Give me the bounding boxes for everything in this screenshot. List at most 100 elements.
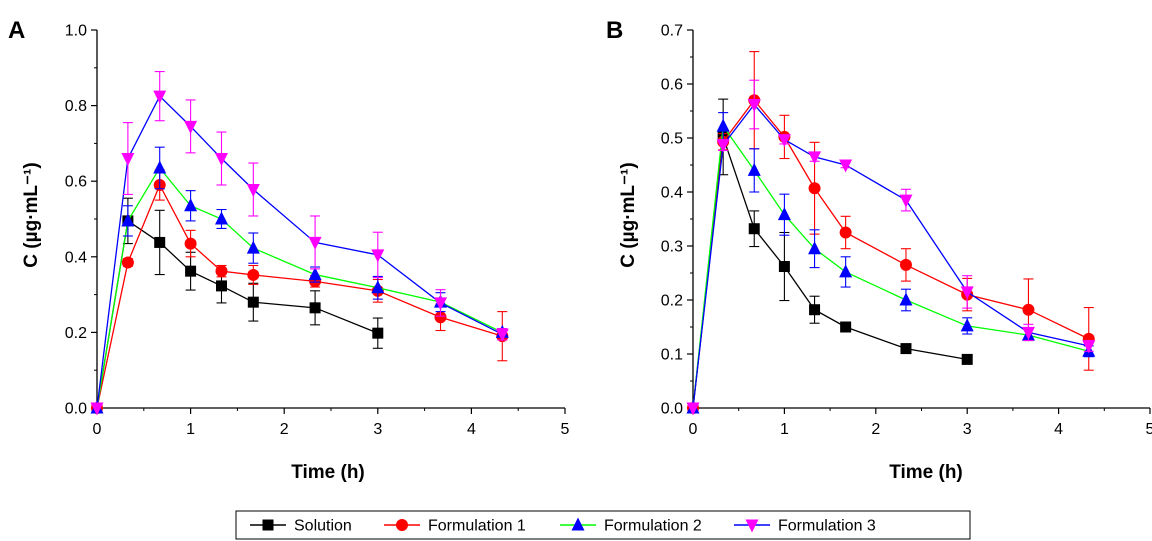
panel-a-x-tick-label: 1 <box>186 421 195 438</box>
panel-a-data-point <box>246 240 260 254</box>
panel-b-data-point <box>809 304 821 316</box>
panel-b-data-point <box>1021 326 1035 340</box>
panel-b-data-point <box>960 318 974 332</box>
panel-a-data-point <box>434 311 447 324</box>
panel-b-series-line <box>692 136 968 409</box>
legend-marker-2 <box>396 519 408 531</box>
panel-a-x-tick-label: 3 <box>373 421 382 438</box>
panel-b-label: B <box>606 17 623 44</box>
panel-b-data-point <box>899 292 913 306</box>
panel-a-y-tick-label: 1.0 <box>65 23 87 40</box>
panel-b-data-point <box>961 353 973 365</box>
panel-a-y-tick-label: 0.0 <box>65 401 87 418</box>
panel-a-data-point <box>153 160 167 174</box>
panel-a-y-tick-label: 0.6 <box>65 174 87 191</box>
panel-a-data-point <box>184 198 198 212</box>
panel-b-data-point <box>899 194 913 208</box>
panel-b-x-tick-label: 3 <box>963 421 972 438</box>
panel-a-data-point <box>215 265 228 278</box>
panel-b-x-tick-label: 5 <box>1146 421 1152 438</box>
panel-b-data-point <box>686 402 700 416</box>
panel-b-x-tick-label: 2 <box>871 421 880 438</box>
legend-marker-1 <box>262 519 274 531</box>
panel-a-x-axis-title: Time (h) <box>291 462 365 483</box>
panel-a-data-point <box>434 297 448 311</box>
panel-b-series-2 <box>687 51 1095 414</box>
panel-b-data-point <box>1022 303 1035 316</box>
panel-a-series-line <box>96 183 503 409</box>
panel-b-data-point <box>748 223 760 235</box>
panel-a-x-tick-label: 4 <box>467 421 476 438</box>
panel-b-y-tick-label: 0.3 <box>661 239 683 256</box>
panel-a-data-point <box>90 402 104 416</box>
panel-a-data-point <box>495 328 509 342</box>
panel-a-data-point <box>153 90 167 104</box>
panel-b-x-tick-label: 0 <box>689 421 698 438</box>
panel-a-data-point <box>247 296 259 308</box>
panel-b-data-point <box>778 261 790 273</box>
panel-b-data-point <box>808 151 822 165</box>
panel-b-series-line <box>692 124 1089 409</box>
panel-a-data-point <box>246 184 260 198</box>
panel-b-y-tick-label: 0.4 <box>661 185 683 202</box>
panel-a-data-point <box>154 236 166 248</box>
panel-a-data-point <box>309 302 321 314</box>
panel-b-series-1 <box>687 98 973 414</box>
legend-label-4: Formulation 3 <box>778 518 876 535</box>
panel-b-data-point <box>777 207 791 221</box>
panel-a-data-point <box>184 237 197 250</box>
panel-a-label: A <box>8 17 25 44</box>
panel-b-y-tick-label: 0.5 <box>661 131 683 148</box>
panel-a-data-point <box>371 249 385 263</box>
panel-a-series-line <box>96 219 379 409</box>
panel-b-data-point <box>839 264 853 278</box>
panel-a-series-line <box>96 95 503 409</box>
panel-b-data-point <box>1082 340 1096 354</box>
legend-label-1: Solution <box>294 518 352 535</box>
panel-a-data-point <box>184 120 198 134</box>
panel-a-series-4 <box>90 71 509 416</box>
legend-box <box>235 510 971 540</box>
panel-a-y-tick-label: 0.4 <box>65 249 87 266</box>
panel-a-data-point <box>185 265 197 277</box>
panel-a-x-tick-label: 0 <box>93 421 102 438</box>
panel-b-x-tick-label: 4 <box>1054 421 1063 438</box>
panel-a-x-tick-label: 5 <box>561 421 570 438</box>
panel-b-data-point <box>899 258 912 271</box>
panel-a-data-point <box>121 256 134 269</box>
panel-b-chart: B Time (h) C (µg·mL⁻¹) 0 1 2 3 4 5 0.0 0.1 0.2 0.… <box>606 17 1152 483</box>
panel-a-data-point <box>308 267 322 281</box>
panel-b-x-tick-label: 1 <box>780 421 789 438</box>
panel-a-y-tick-label: 0.2 <box>65 325 87 342</box>
panel-b-data-point <box>839 226 852 239</box>
panel-a-y-tick-label: 0.8 <box>65 98 87 115</box>
panel-b-y-tick-label: 0.6 <box>661 77 683 94</box>
panel-b-y-tick-label: 0.7 <box>661 23 683 40</box>
panel-a-series-1 <box>91 197 384 414</box>
panel-a-series-line <box>96 166 503 409</box>
panel-a-data-point <box>372 327 384 339</box>
panel-a-data-point <box>214 153 228 167</box>
panel-a-data-point <box>121 213 135 227</box>
panel-b-y-tick-label: 0.0 <box>661 401 683 418</box>
panel-b-y-axis-title: C (µg·mL⁻¹) <box>618 162 639 267</box>
panel-b-y-tick-label: 0.2 <box>661 293 683 310</box>
panel-a-x-tick-label: 2 <box>280 421 289 438</box>
panel-b-data-point <box>808 241 822 255</box>
panel-a-data-point <box>214 211 228 225</box>
legend: Solution Formulation 1 Formulation 2 Formul… <box>235 510 971 540</box>
legend-marker-4 <box>745 519 759 533</box>
panel-b-data-point <box>839 159 853 173</box>
panel-b-data-point <box>900 343 912 355</box>
panel-b-data-point <box>840 321 852 333</box>
panel-a-chart: A Time (h) C (µg·mL⁻¹) 0 1 2 3 4 5 0.0 0.2 0.4 0.… <box>8 17 570 483</box>
panel-a-data-point <box>215 280 227 292</box>
panel-b-series-line <box>692 99 1090 409</box>
panel-b-x-axis-title: Time (h) <box>889 462 963 483</box>
panel-b-data-point <box>716 139 730 153</box>
panel-b-data-point <box>747 162 761 176</box>
panel-a-series-2 <box>91 169 509 414</box>
panel-a-y-axis-title: C (µg·mL⁻¹) <box>21 162 42 267</box>
panel-a-data-point <box>247 268 260 281</box>
